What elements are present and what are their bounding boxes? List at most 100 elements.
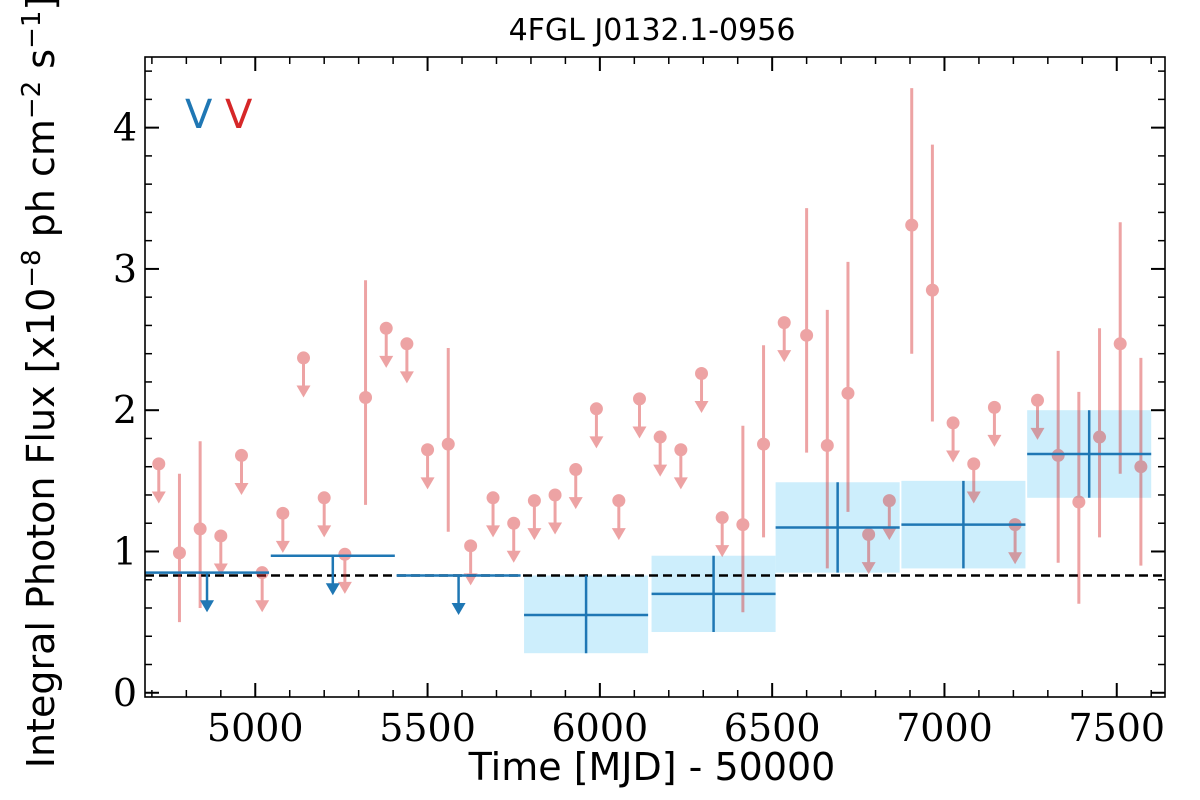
short-bin-point <box>966 457 981 504</box>
upper-limit-arrow <box>325 583 340 596</box>
data-point <box>612 494 626 508</box>
short-bin-point <box>359 280 373 505</box>
data-point <box>569 463 583 477</box>
data-point <box>862 528 876 542</box>
upper-limit-arrow <box>715 545 730 558</box>
axes-frame <box>144 56 1166 698</box>
short-bin-point <box>757 345 771 538</box>
short-bin-point <box>1093 328 1107 538</box>
long-bin-point <box>1027 410 1152 498</box>
upper-limit-arrow <box>1030 427 1045 440</box>
legend-label-short: V <box>225 92 253 138</box>
x-tick-label: 7000 <box>896 706 993 750</box>
y-tick-label: 3 <box>113 247 137 291</box>
y-tick-label: 0 <box>113 671 137 715</box>
short-bin-point <box>420 443 435 490</box>
upper-limit-arrow <box>611 528 626 541</box>
short-bin-point <box>715 511 730 558</box>
data-point <box>359 390 373 404</box>
y-label-exp1: −8 <box>17 249 47 287</box>
data-point <box>777 316 791 330</box>
y-tick-label: 1 <box>113 529 137 573</box>
data-point <box>1134 460 1148 474</box>
long-bin-point <box>524 575 649 654</box>
data-point <box>214 529 228 543</box>
short-bin-point <box>1072 391 1086 604</box>
short-bin-point <box>653 430 668 477</box>
data-point <box>193 522 207 536</box>
short-bin-point <box>987 400 1002 447</box>
upper-limit-arrow <box>777 350 792 363</box>
upper-limit-arrow <box>987 434 1002 447</box>
data-point <box>1093 430 1107 444</box>
long-bin-point <box>145 571 270 613</box>
short-bin-point <box>151 457 166 504</box>
upper-limit-arrow <box>200 600 215 613</box>
x-tick-label: 5500 <box>379 706 476 750</box>
plot-frame <box>144 56 1166 698</box>
y-tick-labels: 0 1 2 3 4 <box>113 106 137 715</box>
upper-limit-arrow <box>966 491 981 504</box>
short-bin-point <box>255 566 270 613</box>
short-bin-point <box>611 494 626 541</box>
short-bin-point <box>882 494 897 541</box>
y-label-base: Integral Photon Flux [x10 <box>19 288 63 769</box>
short-bin-point <box>275 506 290 553</box>
short-bin-point <box>632 392 647 439</box>
short-bin-point <box>527 494 542 541</box>
short-bin-point <box>841 261 855 512</box>
data-point <box>1031 393 1044 407</box>
chart-title: 4FGL J0132.1-0956 <box>509 13 796 48</box>
y-axis-label: Integral Photon Flux [x10−8 ph cm−2 s−1] <box>17 0 63 768</box>
y-tick-label: 2 <box>113 388 137 432</box>
short-bin-point <box>1113 222 1127 474</box>
short-bin-point <box>736 425 750 613</box>
data-point <box>507 516 521 530</box>
upper-limit-arrow <box>486 525 501 538</box>
data-point <box>379 321 393 335</box>
short-bin-point <box>399 337 414 384</box>
upper-limit-arrow <box>527 528 542 541</box>
short-bin-point <box>193 441 207 608</box>
long-bin-point <box>396 574 521 616</box>
upper-limit-arrow <box>1008 552 1023 565</box>
short-bin-point <box>820 309 834 569</box>
y-tick-label: 4 <box>113 106 137 150</box>
x-tick-label: 7500 <box>1068 706 1165 750</box>
data-point <box>695 366 709 380</box>
data-point <box>441 437 455 451</box>
data-point <box>882 494 896 508</box>
short-bin-series <box>151 88 1148 623</box>
data-point <box>421 443 435 457</box>
upper-limit-arrow <box>673 477 688 490</box>
short-bin-point <box>694 366 709 414</box>
data-point <box>653 430 667 444</box>
upper-limit-arrow <box>213 563 228 576</box>
data-point <box>317 491 331 505</box>
long-bin-point <box>270 554 395 596</box>
upper-limit-arrow <box>861 562 876 575</box>
short-bin-point <box>486 491 501 538</box>
y-label-exp3: −1 <box>17 11 47 49</box>
upper-limit-arrow <box>255 600 270 613</box>
upper-limit-arrow <box>653 464 668 477</box>
short-bin-point <box>317 491 332 538</box>
short-bin-point <box>441 348 455 532</box>
upper-limit-arrow <box>151 491 166 504</box>
long-bin-point <box>901 480 1026 569</box>
long-bin-point <box>651 555 776 633</box>
upper-limit-arrow <box>337 581 352 594</box>
short-bin-point <box>861 528 876 575</box>
x-tick-label: 6500 <box>724 706 821 750</box>
upper-limit-arrow <box>694 401 709 414</box>
short-bin-point <box>234 448 249 495</box>
upper-limit-arrow <box>234 482 249 495</box>
x-tick-label: 6000 <box>552 706 649 750</box>
data-point <box>234 448 248 462</box>
data-point <box>987 400 1001 414</box>
y-label-mid2: s <box>19 49 63 81</box>
data-point <box>800 328 814 342</box>
upper-limit-arrow <box>420 477 435 490</box>
